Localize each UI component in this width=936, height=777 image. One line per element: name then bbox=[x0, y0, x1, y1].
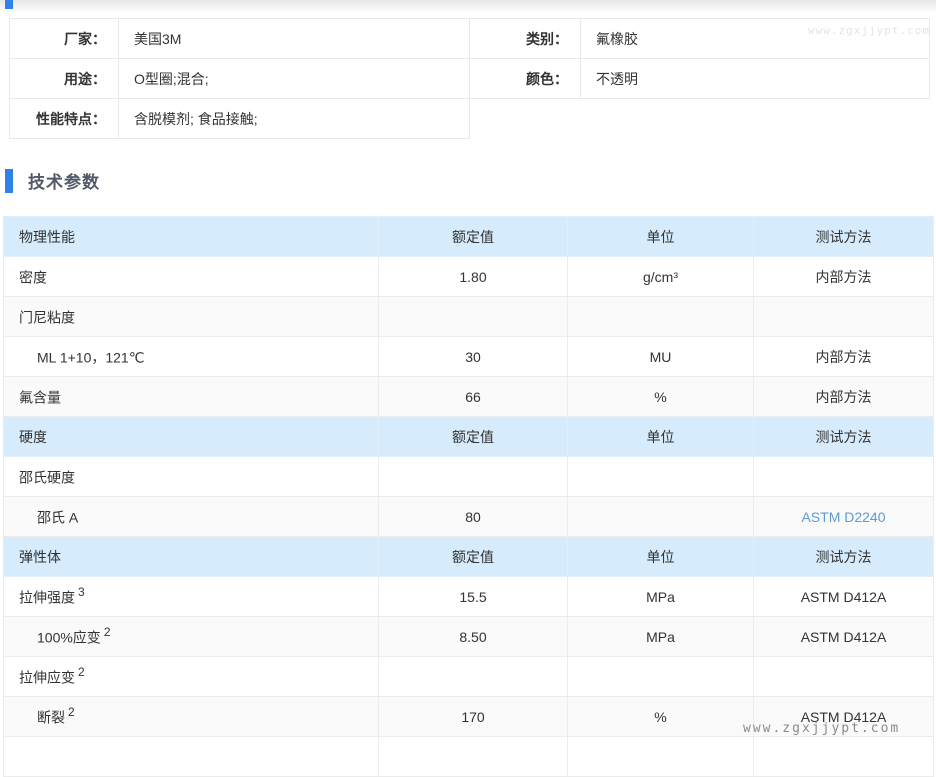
spec-method-cell bbox=[753, 296, 934, 337]
spec-row: 门尼粘度 bbox=[3, 296, 934, 337]
spec-col-header-unit: 单位 bbox=[567, 416, 754, 457]
spec-col-header-method: 测试方法 bbox=[753, 536, 934, 577]
spec-group-name: 硬度 bbox=[3, 416, 379, 457]
spec-row: 拉伸强度 3 15.5 MPa ASTM D412A bbox=[3, 576, 934, 617]
spec-method-cell: 内部方法 bbox=[753, 336, 934, 377]
section-title: 技术参数 bbox=[28, 173, 100, 192]
spec-name-cell: 邵氏 A bbox=[3, 496, 379, 537]
spec-unit-cell bbox=[567, 656, 754, 697]
spec-unit-cell: MPa bbox=[567, 576, 754, 617]
section-header: 技术参数 bbox=[5, 168, 936, 193]
spec-method-cell bbox=[753, 456, 934, 497]
spec-col-header-method: 测试方法 bbox=[753, 216, 934, 257]
spec-unit-cell: MU bbox=[567, 336, 754, 377]
spec-value-cell: 66 bbox=[378, 376, 568, 417]
spec-name-cell: 邵氏硬度 bbox=[3, 456, 379, 497]
spec-unit-cell bbox=[567, 456, 754, 497]
info-label-usage: 用途： bbox=[9, 58, 119, 99]
spec-row: 邵氏硬度 bbox=[3, 456, 934, 497]
top-gradient-strip bbox=[0, 0, 936, 15]
spec-unit-cell: g/cm³ bbox=[567, 256, 754, 297]
spec-group-header-row: 弹性体 额定值 单位 测试方法 bbox=[3, 536, 934, 577]
product-info-table-right: 类别： 氟橡胶 颜色： 不透明 bbox=[469, 18, 930, 99]
spec-unit-cell: % bbox=[567, 696, 754, 737]
spec-value-cell: 1.80 bbox=[378, 256, 568, 297]
spec-group-header-row: 硬度 额定值 单位 测试方法 bbox=[3, 416, 934, 457]
spec-value-cell bbox=[378, 456, 568, 497]
info-row: 类别： 氟橡胶 bbox=[469, 18, 930, 59]
product-info-table-left: 厂家： 美国3M 用途： O型圈;混合; 性能特点： 含脱模剂; 食品接触; bbox=[9, 18, 470, 139]
spec-name-cell: 密度 bbox=[3, 256, 379, 297]
spec-col-header-value: 额定值 bbox=[378, 416, 568, 457]
spec-row: 100%应变 2 8.50 MPa ASTM D412A bbox=[3, 616, 934, 657]
info-row: 厂家： 美国3M bbox=[9, 18, 470, 59]
spec-unit-cell: MPa bbox=[567, 616, 754, 657]
info-value-manufacturer: 美国3M bbox=[118, 18, 470, 59]
spec-group-name: 物理性能 bbox=[3, 216, 379, 257]
info-label-category: 类别： bbox=[469, 18, 581, 59]
spec-name-cell: 门尼粘度 bbox=[3, 296, 379, 337]
spec-method-cell bbox=[753, 656, 934, 697]
info-label-features: 性能特点： bbox=[9, 98, 119, 139]
spec-method-cell: ASTM D412A bbox=[753, 576, 934, 617]
spec-table: 物理性能 额定值 单位 测试方法 密度 1.80 g/cm³ 内部方法 门尼粘度… bbox=[3, 216, 934, 777]
spec-col-header-unit: 单位 bbox=[567, 536, 754, 577]
spec-method-cell: 内部方法 bbox=[753, 376, 934, 417]
info-value-features: 含脱模剂; 食品接触; bbox=[118, 98, 470, 139]
spec-value-cell: 170 bbox=[378, 696, 568, 737]
info-value-color: 不透明 bbox=[580, 58, 930, 99]
spec-unit-cell: % bbox=[567, 376, 754, 417]
info-row: 性能特点： 含脱模剂; 食品接触; bbox=[9, 98, 470, 139]
spec-name-cell: 100%应变 2 bbox=[3, 616, 379, 657]
spec-method-cell: ASTM D412A bbox=[753, 616, 934, 657]
spec-unit-cell bbox=[567, 296, 754, 337]
spec-value-cell bbox=[378, 296, 568, 337]
spec-value-cell: 30 bbox=[378, 336, 568, 377]
info-row: 颜色： 不透明 bbox=[469, 58, 930, 99]
spec-name-cell: 拉伸强度 3 bbox=[3, 576, 379, 617]
spec-value-cell: 15.5 bbox=[378, 576, 568, 617]
spec-method-cell: 内部方法 bbox=[753, 256, 934, 297]
section-accent-bar bbox=[5, 168, 13, 193]
spec-value-cell bbox=[378, 736, 568, 777]
info-value-category: 氟橡胶 bbox=[580, 18, 930, 59]
spec-row: 密度 1.80 g/cm³ 内部方法 bbox=[3, 256, 934, 297]
info-row: 用途： O型圈;混合; bbox=[9, 58, 470, 99]
spec-name-cell: ML 1+10，121℃ bbox=[3, 336, 379, 377]
info-label-manufacturer: 厂家： bbox=[9, 18, 119, 59]
spec-row: 断裂 2 170 % ASTM D412A bbox=[3, 696, 934, 737]
section-accent-bar-partial bbox=[5, 0, 13, 9]
spec-name-cell: 氟含量 bbox=[3, 376, 379, 417]
spec-unit-cell bbox=[567, 496, 754, 537]
spec-value-cell: 80 bbox=[378, 496, 568, 537]
spec-row-cutoff bbox=[3, 736, 934, 777]
spec-col-header-method: 测试方法 bbox=[753, 416, 934, 457]
info-value-usage: O型圈;混合; bbox=[118, 58, 470, 99]
spec-unit-cell bbox=[567, 736, 754, 777]
astm-standard-link[interactable]: ASTM D2240 bbox=[801, 508, 886, 525]
spec-value-cell: 8.50 bbox=[378, 616, 568, 657]
spec-col-header-value: 额定值 bbox=[378, 536, 568, 577]
spec-group-header-row: 物理性能 额定值 单位 测试方法 bbox=[3, 216, 934, 257]
spec-row: 拉伸应变 2 bbox=[3, 656, 934, 697]
watermark-top: www.zgxjjypt.com bbox=[808, 24, 930, 37]
spec-method-cell bbox=[753, 736, 934, 777]
spec-col-header-value: 额定值 bbox=[378, 216, 568, 257]
spec-row: ML 1+10，121℃ 30 MU 内部方法 bbox=[3, 336, 934, 377]
spec-name-cell: 拉伸应变 2 bbox=[3, 656, 379, 697]
spec-col-header-unit: 单位 bbox=[567, 216, 754, 257]
spec-value-cell bbox=[378, 656, 568, 697]
spec-name-cell: 断裂 2 bbox=[3, 696, 379, 737]
spec-group-name: 弹性体 bbox=[3, 536, 379, 577]
spec-method-cell: ASTM D412A bbox=[753, 696, 934, 737]
info-label-color: 颜色： bbox=[469, 58, 581, 99]
spec-method-cell: ASTM D2240 bbox=[753, 496, 934, 537]
spec-row: 邵氏 A 80 ASTM D2240 bbox=[3, 496, 934, 537]
watermark-bottom: www.zgxjjypt.com bbox=[743, 721, 901, 736]
spec-name-cell bbox=[3, 736, 379, 777]
spec-row: 氟含量 66 % 内部方法 bbox=[3, 376, 934, 417]
product-info-panel: 厂家： 美国3M 用途： O型圈;混合; 性能特点： 含脱模剂; 食品接触; 类… bbox=[9, 18, 936, 139]
